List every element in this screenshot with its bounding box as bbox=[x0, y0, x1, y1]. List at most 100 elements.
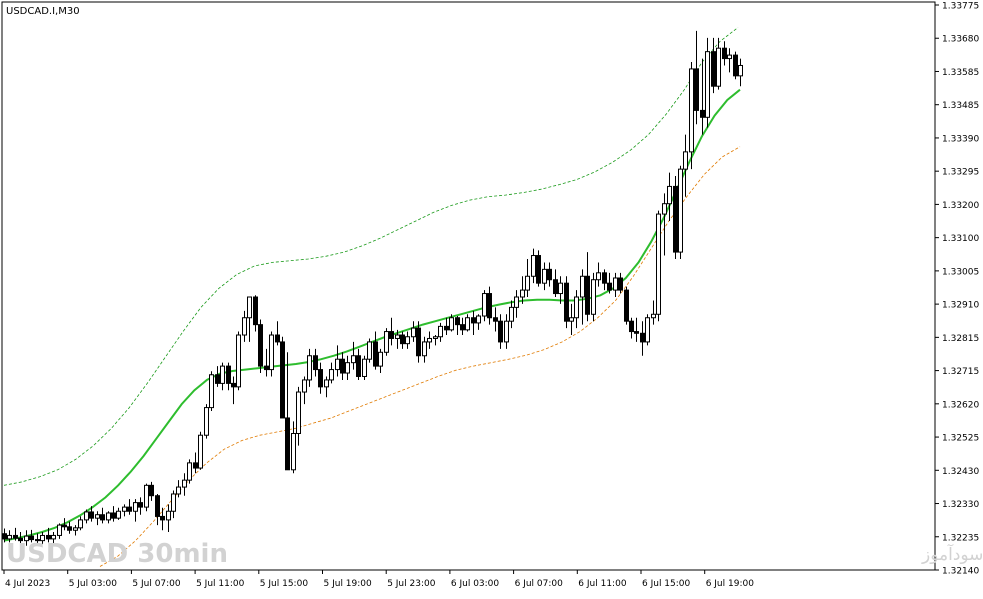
candle bbox=[634, 317, 639, 342]
candle-body-bear bbox=[373, 341, 378, 367]
candle bbox=[476, 314, 481, 330]
candle bbox=[629, 317, 634, 339]
candle-body-bull bbox=[116, 510, 121, 519]
x-tick-label: 6 Jul 03:00 bbox=[451, 579, 500, 589]
candle bbox=[226, 362, 231, 391]
candle bbox=[345, 355, 350, 380]
candle-body-bull bbox=[24, 535, 29, 542]
y-tick-label: 1.32235 bbox=[942, 533, 979, 543]
candle-body-bull bbox=[122, 506, 127, 512]
candle bbox=[133, 499, 138, 522]
candle-body-bear bbox=[127, 506, 132, 512]
candle-body-bear bbox=[493, 317, 498, 322]
candle bbox=[209, 371, 214, 412]
candle-body-bull bbox=[580, 275, 585, 298]
candle-body-bull bbox=[73, 527, 78, 531]
candle-body-bear bbox=[215, 374, 220, 384]
candle-body-bear bbox=[536, 255, 541, 284]
candle bbox=[673, 176, 678, 259]
candle bbox=[149, 481, 154, 501]
candle bbox=[171, 490, 176, 519]
x-tick-label: 4 Jul 2023 bbox=[5, 579, 50, 589]
candle bbox=[373, 331, 378, 370]
candle bbox=[100, 507, 105, 524]
candle-body-bull bbox=[504, 320, 509, 343]
candle-body-bear bbox=[138, 502, 143, 508]
x-tick-label: 6 Jul 11:00 bbox=[578, 579, 627, 589]
candle bbox=[700, 58, 705, 135]
symbol-label: USDCAD.I,M30 bbox=[6, 6, 80, 17]
candle-body-bull bbox=[689, 68, 694, 153]
candle-body-bull bbox=[574, 296, 579, 319]
candle-body-bull bbox=[182, 479, 187, 488]
candle-body-bear bbox=[193, 462, 198, 469]
candle bbox=[193, 452, 198, 474]
time-axis: 4 Jul 2023 5 Jul 03:00 5 Jul 07:00 5 Jul 11… bbox=[3, 570, 755, 589]
candle bbox=[166, 504, 171, 532]
candle-body-bull bbox=[438, 325, 443, 338]
candle-body-bull bbox=[362, 358, 367, 377]
candle bbox=[275, 321, 280, 346]
candle bbox=[455, 316, 460, 336]
candle-body-bull bbox=[514, 296, 519, 308]
y-tick-label: 1.33295 bbox=[942, 168, 979, 178]
candle-body-bull bbox=[269, 334, 274, 371]
candle bbox=[84, 509, 89, 524]
candle-body-bull bbox=[727, 54, 732, 60]
candle bbox=[433, 335, 438, 346]
upper-band-line bbox=[3, 27, 739, 486]
candle-body-bull bbox=[51, 534, 56, 540]
candle-body-bull bbox=[84, 511, 89, 521]
candle-body-bull bbox=[247, 296, 252, 319]
candle-body-bear bbox=[285, 417, 290, 471]
candle bbox=[7, 530, 12, 543]
candle-body-bull bbox=[144, 484, 149, 508]
candle-body-bear bbox=[547, 268, 552, 281]
candle-body-bull bbox=[542, 268, 547, 284]
candle-body-bull bbox=[335, 358, 340, 371]
candle bbox=[411, 321, 416, 342]
candle-body-bull bbox=[427, 337, 432, 343]
candle bbox=[351, 341, 356, 370]
candle-body-bear bbox=[264, 365, 269, 371]
candle-body-bull bbox=[345, 362, 350, 374]
candle bbox=[231, 376, 236, 405]
candle-body-bear bbox=[733, 54, 738, 77]
candle-body-bull bbox=[591, 279, 596, 315]
candle bbox=[73, 525, 78, 536]
price-axis: 1.33775 1.33680 1.33585 1.33485 1.33390 1.332… bbox=[935, 2, 979, 577]
candle bbox=[656, 210, 661, 322]
candle-body-bull bbox=[520, 289, 525, 298]
candle bbox=[487, 286, 492, 325]
candle-body-bear bbox=[634, 331, 639, 334]
candle bbox=[711, 37, 716, 94]
candle-body-bear bbox=[356, 355, 361, 377]
candle-body-bull bbox=[738, 64, 743, 77]
candle-body-bull bbox=[171, 493, 176, 512]
candle-body-bear bbox=[553, 279, 558, 295]
y-tick-label: 1.33200 bbox=[942, 201, 979, 211]
x-tick-label: 6 Jul 19:00 bbox=[706, 579, 755, 589]
candle bbox=[678, 165, 683, 259]
candle-body-bull bbox=[558, 282, 563, 295]
candle-body-bear bbox=[226, 365, 231, 384]
candle bbox=[2, 528, 7, 543]
candle-body-bull bbox=[651, 313, 656, 319]
candle bbox=[520, 276, 525, 304]
candle-body-bull bbox=[645, 317, 650, 343]
candle-body-bull bbox=[596, 272, 601, 281]
candle-body-bull bbox=[656, 213, 661, 315]
candle-body-bear bbox=[2, 533, 7, 540]
candle-body-bear bbox=[253, 296, 258, 326]
candle-body-bear bbox=[629, 320, 634, 333]
y-tick-label: 1.33390 bbox=[942, 134, 979, 144]
candle-body-bull bbox=[405, 336, 410, 345]
candle-body-bear bbox=[694, 68, 699, 111]
candle-body-bear bbox=[498, 320, 503, 343]
candle bbox=[236, 331, 241, 391]
candle bbox=[514, 290, 519, 318]
candle-body-bull bbox=[705, 51, 710, 118]
candle bbox=[733, 51, 738, 80]
